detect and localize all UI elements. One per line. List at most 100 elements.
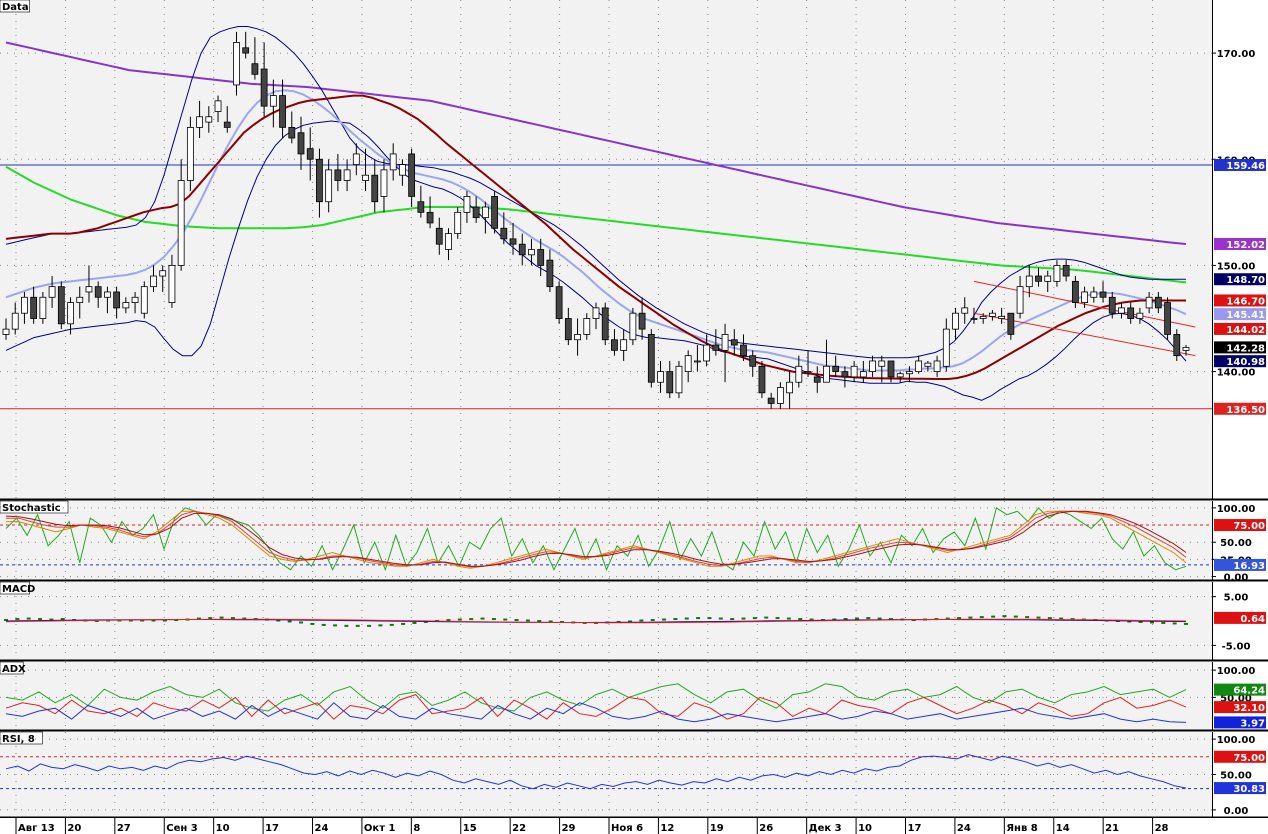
candle-body: [703, 344, 711, 362]
macd-histogram-bar: [208, 617, 213, 620]
macd-histogram-bar: [537, 620, 542, 622]
candle-body: [76, 296, 84, 303]
candle-body: [657, 371, 664, 383]
adx-panel-title-bg: [0, 661, 24, 675]
macd-histogram-bar: [1070, 618, 1075, 621]
macd-panel-title-box: MACD: [0, 581, 35, 595]
candle-body: [961, 307, 969, 314]
macd-histogram-bar: [38, 618, 43, 621]
macd-tick-label: -5.00: [1222, 641, 1251, 652]
candle-body: [896, 373, 904, 378]
macd-histogram-bar: [662, 618, 667, 621]
candle-body: [1154, 296, 1162, 309]
candle-body: [1145, 296, 1153, 309]
macd-histogram-bar: [945, 617, 950, 620]
x-axis-label: 8: [413, 823, 420, 834]
macd-histogram-bar: [287, 620, 292, 623]
candle-body: [795, 365, 803, 383]
macd-histogram-bar: [60, 618, 65, 621]
macd-histogram-bar: [1013, 615, 1018, 618]
candle-body: [767, 397, 775, 404]
candle-body: [1007, 312, 1015, 335]
stochastic-series-line: [5, 510, 1187, 567]
candle-body: [555, 286, 563, 319]
rsi-tick-label: 100.00: [1217, 735, 1256, 746]
candle-body: [21, 296, 28, 314]
macd-histogram-bar: [548, 620, 553, 623]
candle-body: [1081, 291, 1088, 303]
candle-body: [998, 315, 1006, 319]
main-value-label-bg: [1214, 308, 1266, 321]
x-axis-label: 10: [216, 823, 230, 834]
main-value-label: 140.98: [1226, 357, 1265, 368]
candle-body: [952, 312, 959, 330]
macd-histogram-bar: [1047, 617, 1052, 620]
candle-body: [564, 318, 572, 341]
macd-histogram-bar: [242, 617, 247, 620]
candle-body: [1182, 346, 1190, 351]
macd-histogram-bar: [140, 619, 145, 622]
candle-body: [574, 334, 581, 341]
macd-histogram-bar: [775, 617, 780, 620]
candle-body: [1025, 275, 1033, 288]
candle-body: [583, 318, 591, 335]
macd-histogram-bar: [854, 617, 859, 620]
candle-body: [343, 169, 351, 181]
candle-body: [417, 201, 425, 213]
x-axis-label: 24: [315, 823, 329, 834]
main-value-label: 136.50: [1226, 405, 1265, 416]
main-panel-title-box: Data: [0, 0, 30, 13]
candle-body: [122, 302, 130, 309]
candle-body: [168, 265, 176, 303]
candle-body: [352, 153, 360, 165]
candle-body: [325, 169, 333, 203]
main-value-label: 159.46: [1226, 161, 1265, 172]
x-axis-label: 27: [117, 823, 131, 834]
adx-value-label-bg: [1214, 683, 1266, 696]
candle-body: [804, 371, 812, 373]
macd-histogram-bar: [786, 617, 791, 620]
candle-body: [1127, 307, 1135, 319]
candle-body: [924, 362, 932, 367]
stochastic-tick-label: 50.00: [1220, 538, 1252, 549]
stochastic-panel-title-bg: [0, 500, 69, 514]
candle-body: [491, 196, 498, 229]
adx-value-label-bg: [1214, 701, 1266, 714]
adx-panel-title-box: ADX: [0, 661, 26, 675]
macd-histogram-bar: [752, 617, 757, 620]
candle-body: [196, 116, 203, 128]
candle-body: [288, 127, 296, 139]
candle-body: [113, 291, 121, 309]
candle-body: [850, 365, 858, 378]
candle-body: [150, 275, 157, 288]
x-axis-label: Сен 3: [166, 823, 198, 834]
ma-fast-line: [5, 94, 1186, 380]
x-axis-label: Ноя 6: [611, 823, 643, 834]
main-tick-label: 140.00: [1217, 368, 1256, 379]
main-value-label: 152.02: [1226, 240, 1265, 251]
candle-body: [159, 270, 167, 277]
candle-body: [306, 148, 314, 160]
macd-histogram-bar: [49, 618, 54, 621]
macd-histogram-bar: [1149, 621, 1154, 624]
candle-body: [721, 334, 729, 351]
candle-body: [39, 296, 47, 319]
candle-body: [463, 196, 471, 213]
stochastic-panel-title-box: Stochastic: [0, 500, 69, 514]
macd-histogram-bar: [866, 617, 871, 620]
candle-body: [546, 259, 554, 288]
x-axis-label: Янв 8: [1006, 823, 1037, 834]
macd-histogram-bar: [889, 618, 893, 621]
candle-body: [11, 312, 19, 330]
macd-histogram-bar: [355, 624, 360, 627]
macd-histogram-bar: [798, 618, 803, 621]
main-panel-title: Data: [2, 2, 29, 13]
candle-body: [380, 169, 388, 197]
candle-body: [749, 355, 757, 367]
macd-histogram-bar: [1161, 621, 1166, 624]
stochastic-series-line: [5, 507, 1187, 572]
x-axis-label: 21: [1105, 823, 1119, 834]
macd-value-label-bg: [1214, 611, 1266, 624]
